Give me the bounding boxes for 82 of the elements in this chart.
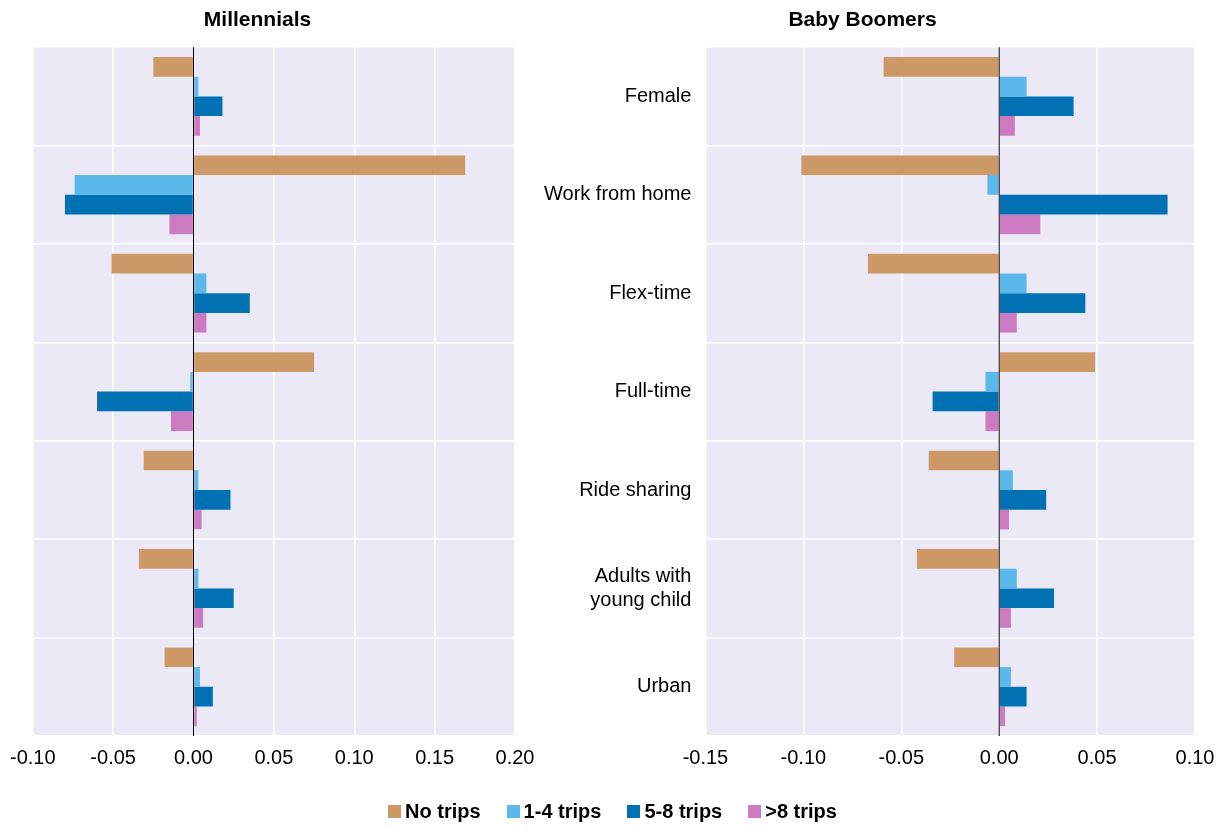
chart-title: Millennials <box>203 7 312 31</box>
bar <box>999 588 1055 609</box>
x-tick-label: -0.05 <box>90 745 136 768</box>
y-tick-label: Flex-time <box>609 280 692 303</box>
bar <box>194 509 202 530</box>
bar <box>194 490 231 510</box>
x-tick-label: 0.00 <box>979 745 1019 768</box>
bar <box>194 116 200 136</box>
bar <box>999 667 1011 687</box>
x-tick-label: 0.00 <box>174 745 213 768</box>
x-tick-label: 0.10 <box>334 745 374 768</box>
bar <box>64 194 193 215</box>
bar <box>916 549 999 569</box>
bar <box>97 391 193 412</box>
bar <box>194 686 213 707</box>
bar <box>138 549 193 569</box>
bar <box>999 706 1006 727</box>
bar <box>999 273 1027 294</box>
bar <box>194 352 315 372</box>
bar <box>999 352 1096 372</box>
legend-label: 1-4 trips <box>523 800 602 823</box>
legend-label: No trips <box>405 800 481 823</box>
bar <box>194 568 199 589</box>
bar <box>999 568 1017 589</box>
bar <box>999 608 1011 628</box>
x-tick-label: 0.05 <box>254 745 294 768</box>
legend-label: 5-8 trips <box>644 800 723 823</box>
bar <box>999 490 1047 510</box>
x-tick-label: -0.10 <box>10 745 56 768</box>
bar <box>194 706 197 727</box>
bar <box>928 450 999 471</box>
bar <box>194 273 207 294</box>
bar <box>164 647 193 668</box>
bar <box>194 312 207 333</box>
bar <box>985 371 999 392</box>
bar <box>194 667 200 687</box>
x-tick-label: -0.15 <box>682 745 729 768</box>
bar <box>194 588 234 609</box>
x-tick-label: 0.05 <box>1077 745 1117 768</box>
y-tick-label: Female <box>624 83 692 106</box>
bar <box>999 686 1027 707</box>
bar <box>999 194 1168 215</box>
bar <box>999 509 1009 530</box>
y-tick-label: Urban <box>636 674 692 697</box>
bar <box>985 411 999 431</box>
bar <box>999 214 1041 235</box>
bar <box>74 175 193 195</box>
bar <box>143 450 193 471</box>
bar <box>194 608 204 628</box>
x-tick-label: -0.05 <box>878 745 925 768</box>
y-tick-label: Ride sharing <box>579 477 692 500</box>
bar <box>194 76 199 97</box>
bar <box>194 293 250 313</box>
bar <box>194 470 199 490</box>
bar <box>999 76 1027 97</box>
bar <box>194 96 223 117</box>
bar <box>999 116 1015 136</box>
bar <box>190 371 193 392</box>
bar <box>801 155 999 176</box>
bar <box>883 57 999 77</box>
legend-label: >8 trips <box>765 800 837 823</box>
y-tick-label: Full-time <box>614 379 692 402</box>
bar <box>153 57 193 77</box>
bar <box>999 293 1086 313</box>
bar <box>954 647 999 668</box>
bar <box>867 253 999 274</box>
bar <box>999 470 1013 490</box>
bar <box>169 214 193 235</box>
bar <box>111 253 193 274</box>
y-tick-label: Work from home <box>543 182 692 205</box>
bar <box>999 312 1017 333</box>
bar <box>999 96 1074 117</box>
chart-title: Baby Boomers <box>788 7 937 31</box>
x-tick-label: 0.20 <box>495 745 535 768</box>
bar <box>194 155 466 176</box>
bar <box>987 175 999 195</box>
x-tick-label: 0.10 <box>1175 745 1215 768</box>
bar <box>932 391 999 412</box>
bar <box>171 411 193 431</box>
x-tick-label: -0.10 <box>780 745 827 768</box>
x-tick-label: 0.15 <box>415 745 455 768</box>
y-tick-label: Adults with young child <box>590 563 692 610</box>
